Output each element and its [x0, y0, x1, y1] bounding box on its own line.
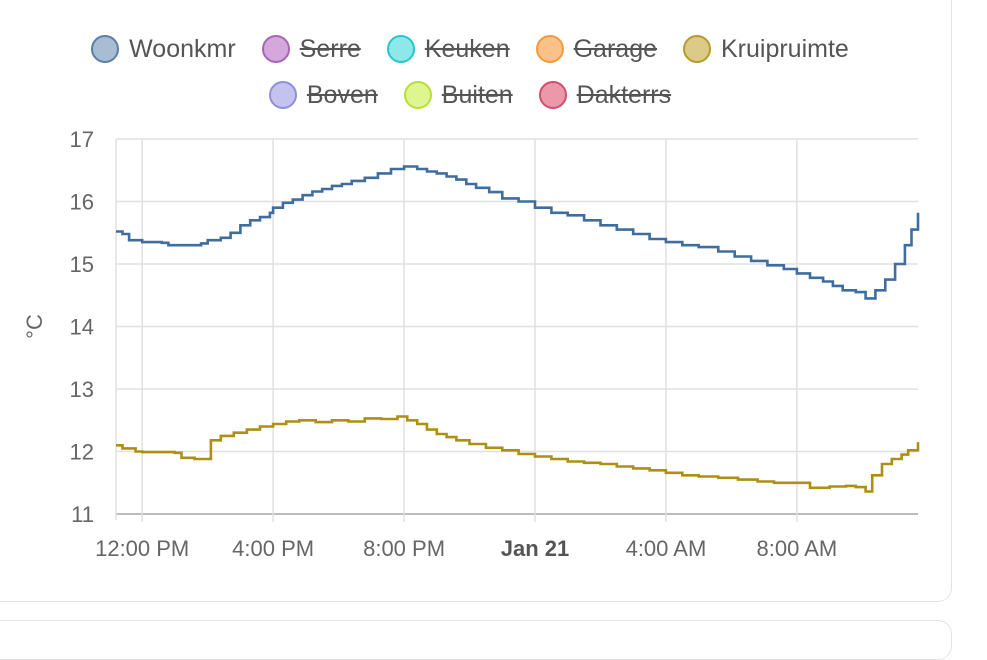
- history-card: [0, 0, 952, 602]
- chart-grid: [115, 138, 918, 522]
- legend-item-boven[interactable]: Boven: [268, 74, 378, 116]
- x-tick-label: Jan 21: [501, 536, 570, 561]
- legend-label: Keuken: [424, 34, 510, 63]
- y-axis-title: °C: [22, 314, 47, 339]
- legend-swatch: [403, 81, 432, 109]
- x-tick-label: 8:00 AM: [757, 536, 838, 561]
- y-tick-label: 14: [70, 315, 94, 340]
- legend-swatch: [535, 35, 564, 63]
- legend-label: Buiten: [441, 80, 513, 109]
- legend-label: Garage: [573, 34, 657, 63]
- x-tick-label: 4:00 AM: [626, 536, 707, 561]
- legend-label: Kruipruimte: [721, 34, 849, 63]
- legend-item-woonkmr[interactable]: Woonkmr: [91, 28, 236, 70]
- x-tick-label: 12:00 PM: [95, 536, 189, 561]
- legend-label: Woonkmr: [129, 34, 236, 63]
- legend-label: Serre: [299, 34, 361, 63]
- legend-item-buiten[interactable]: Buiten: [403, 74, 513, 116]
- legend-item-kruipruimte[interactable]: Kruipruimte: [683, 28, 849, 70]
- legend-swatch: [538, 81, 567, 109]
- legend-swatch: [268, 81, 297, 109]
- legend-label: Dakterrs: [576, 80, 672, 109]
- next-card: [0, 620, 952, 660]
- x-tick-label: 4:00 PM: [232, 536, 314, 561]
- series-lines: [116, 165, 920, 493]
- legend-item-keuken[interactable]: Keuken: [386, 28, 510, 70]
- legend-swatch: [683, 35, 711, 63]
- y-tick-label: 13: [70, 377, 94, 402]
- x-tick-label: 8:00 PM: [363, 536, 445, 561]
- series-line-kruipruimte: [116, 415, 920, 493]
- y-tick-label: 11: [71, 502, 94, 527]
- temperature-chart: 11 12 13 14 15 16 17 12:00 PM 4:00 PM 8:00 PM Jan…: [22, 127, 920, 561]
- chart-legend: Woonkmr Serre Keuken Garage Kruipruimte Bove…: [0, 28, 940, 116]
- y-axis: 11 12 13 14 15 16 17: [70, 127, 94, 527]
- legend-item-garage[interactable]: Garage: [535, 28, 657, 70]
- x-axis: 12:00 PM 4:00 PM 8:00 PM Jan 21 4:00 AM 8:00 …: [95, 536, 837, 561]
- legend-row: Woonkmr Serre Keuken Garage Kruipruimte: [91, 28, 849, 70]
- y-tick-label: 16: [70, 190, 94, 215]
- legend-row: Boven Buiten Dakterrs: [268, 74, 672, 116]
- series-line-woonkmr: [116, 165, 920, 300]
- legend-swatch: [91, 35, 120, 63]
- legend-swatch: [386, 35, 415, 63]
- y-tick-label: 12: [70, 440, 94, 465]
- y-tick-label: 17: [70, 127, 94, 152]
- y-tick-label: 15: [70, 252, 94, 277]
- legend-item-dakterrs[interactable]: Dakterrs: [538, 74, 672, 116]
- legend-item-serre[interactable]: Serre: [261, 28, 361, 70]
- legend-swatch: [261, 35, 290, 63]
- legend-label: Boven: [306, 80, 378, 109]
